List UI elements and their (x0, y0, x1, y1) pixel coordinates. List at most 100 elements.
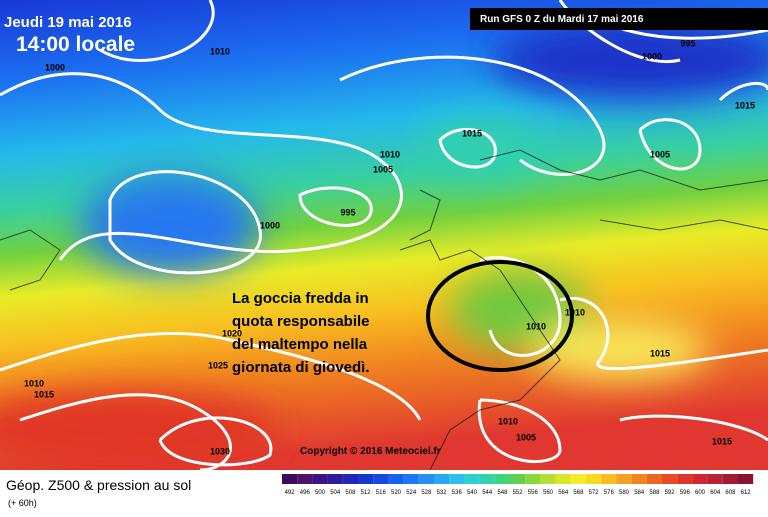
isobar-label: 1010 (24, 378, 44, 388)
footer-lead: (+ 60h) (8, 498, 37, 508)
scale-swatch (540, 474, 556, 484)
scale-label: 588 (649, 490, 660, 496)
isobar-label: 1030 (210, 446, 230, 456)
scale-swatch (312, 474, 328, 484)
run-box (470, 8, 768, 30)
scale-label: 504 (330, 490, 341, 496)
footer-title: Géop. Z500 & pression au sol (6, 477, 191, 493)
isobar-label: 1015 (712, 436, 732, 446)
scale-swatch (692, 474, 708, 484)
scale-swatch (418, 474, 434, 484)
highlight-circle (426, 260, 574, 372)
scale-label: 600 (695, 490, 706, 496)
map: Run GFS 0 Z du Mardi 17 mai 2016 Jeudi 1… (0, 0, 768, 472)
scale-label: 584 (634, 490, 645, 496)
scale-label: 528 (421, 490, 432, 496)
scale-swatch (722, 474, 738, 484)
scale-swatch (342, 474, 358, 484)
scale-label: 532 (437, 490, 448, 496)
isobar-label: 1010 (210, 46, 230, 56)
isobar-label: 1010 (498, 416, 518, 426)
isobar-label: 1000 (260, 220, 280, 230)
scale-swatch (586, 474, 602, 484)
isobar-label: 995 (340, 207, 355, 217)
scale-label: 508 (345, 490, 356, 496)
isobar-label: 1010 (565, 307, 585, 317)
scale-label: 592 (665, 490, 676, 496)
date: Jeudi 19 mai 2016 (4, 14, 132, 31)
isobar-label: 1015 (34, 389, 54, 399)
scale-label: 520 (391, 490, 402, 496)
scale-swatch (388, 474, 404, 484)
scale-swatch (434, 474, 450, 484)
scale-swatch (297, 474, 313, 484)
scale-swatch (510, 474, 526, 484)
isobar-label: 1005 (373, 164, 393, 174)
isobar-label: 1000 (45, 62, 65, 72)
isobar-label: 1025 (208, 360, 228, 370)
scale-label: 548 (497, 490, 508, 496)
coastlines (0, 149, 768, 471)
scale-swatch (358, 474, 374, 484)
annotation-line: La goccia fredda in (232, 290, 369, 307)
scale-swatch (282, 474, 298, 484)
isobar-label: 1015 (462, 128, 482, 138)
scale-label: 580 (619, 490, 630, 496)
isobar-label: 1015 (735, 100, 755, 110)
scale-label: 560 (543, 490, 554, 496)
scale-label: 572 (589, 490, 600, 496)
scale-swatch (479, 474, 495, 484)
scale-swatch (707, 474, 723, 484)
isobar-label: 1000 (642, 51, 662, 61)
scale-swatch (555, 474, 571, 484)
scale-label: 516 (376, 490, 387, 496)
scale-swatch (403, 474, 419, 484)
scale-swatch (570, 474, 586, 484)
annotation-line: quota responsabile (232, 313, 370, 330)
time: 14:00 locale (16, 33, 135, 56)
isobar-labels: 1010100099510001015101510101005100599510… (24, 38, 755, 456)
scale-swatch (677, 474, 693, 484)
annotation-line: del maltempo nella (232, 336, 368, 353)
isobar-label: 1010 (380, 149, 400, 159)
annotation-line: giornata di giovedì. (232, 359, 370, 376)
scale-swatch (662, 474, 678, 484)
isobar-label: 1015 (650, 348, 670, 358)
isobar-label: 1020 (222, 328, 242, 338)
scale-label: 576 (604, 490, 615, 496)
scale-swatch (373, 474, 389, 484)
scale-swatch (631, 474, 647, 484)
scale-swatch (525, 474, 541, 484)
annotation: La goccia fredda in quota responsabile del… (232, 290, 370, 376)
isobar-label: 1005 (650, 149, 670, 159)
scale-label: 608 (725, 490, 736, 496)
scale-label: 496 (300, 490, 311, 496)
scale-swatch (601, 474, 617, 484)
scale-label: 596 (680, 490, 691, 496)
scale-label: 604 (710, 490, 721, 496)
color-scale: 492 496 500 504 508 512 516 520 524 528 532 536 540 5… (282, 474, 754, 496)
scale-swatch (738, 474, 754, 484)
scale-label: 568 (573, 490, 584, 496)
scale-label: 612 (741, 490, 752, 496)
scale-label: 512 (361, 490, 372, 496)
isobar-label: 1010 (526, 321, 546, 331)
run-info: Run GFS 0 Z du Mardi 17 mai 2016 (480, 14, 644, 25)
scale-swatch (327, 474, 343, 484)
isobar-label: 1005 (516, 432, 536, 442)
isobar-label: 995 (680, 38, 695, 48)
scale-label: 524 (406, 490, 417, 496)
scale-label: 536 (452, 490, 463, 496)
scale-swatch (449, 474, 465, 484)
scale-swatch (464, 474, 480, 484)
scale-swatch (646, 474, 662, 484)
scale-label: 552 (513, 490, 524, 496)
scale-label: 500 (315, 490, 326, 496)
scale-label: 540 (467, 490, 478, 496)
isobar-lines (0, 0, 768, 470)
scale-label: 544 (482, 490, 493, 496)
scale-label: 492 (285, 490, 296, 496)
scale-label: 556 (528, 490, 539, 496)
scale-label: 564 (558, 490, 569, 496)
